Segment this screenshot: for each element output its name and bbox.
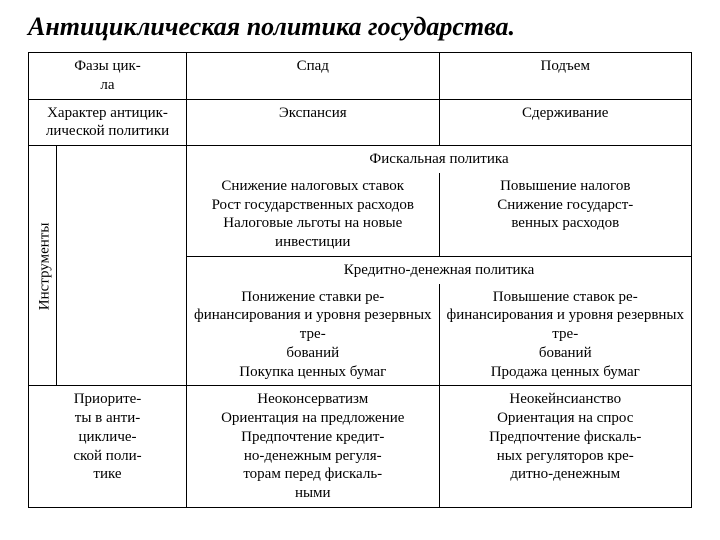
- table-row: Приорите-ты в анти-цикличе-ской поли-тик…: [29, 386, 692, 508]
- monetary-expansion: Повышение ставок ре-финансирования и уро…: [439, 284, 692, 386]
- fiscal-recession: Снижение налоговых ставокРост государств…: [187, 173, 439, 257]
- instruments-left-spacer: [57, 146, 187, 386]
- page-root: Антициклическая политика государства. Фа…: [0, 0, 720, 540]
- character-label: Характер антицик-лической политики: [29, 99, 187, 146]
- instruments-rot-label: Инструменты: [29, 146, 57, 386]
- col-recession-header: Спад: [187, 53, 439, 100]
- fiscal-header: Фискальная политика: [187, 146, 692, 173]
- monetary-recession: Понижение ставки ре-финансирования и уро…: [187, 284, 439, 386]
- character-expansion: Сдерживание: [439, 99, 692, 146]
- page-title: Антициклическая политика государства.: [28, 12, 692, 42]
- fiscal-expansion: Повышение налоговСнижение государст-венн…: [439, 173, 692, 257]
- phase-header-cell: Фазы цик-ла: [29, 53, 187, 100]
- table-row: Фазы цик-ла Спад Подъем: [29, 53, 692, 100]
- priorities-expansion: НеокейнсианствоОриентация на спросПредпо…: [439, 386, 692, 508]
- table-row: Характер антицик-лической политики Экспа…: [29, 99, 692, 146]
- character-recession: Экспансия: [187, 99, 439, 146]
- monetary-header: Кредитно-денежная политика: [187, 256, 692, 283]
- policy-table: Фазы цик-ла Спад Подъем Характер антицик…: [28, 52, 692, 508]
- priorities-recession: НеоконсерватизмОриентация на предложение…: [187, 386, 439, 508]
- table-row: Инструменты Фискальная политика: [29, 146, 692, 173]
- priorities-label: Приорите-ты в анти-цикличе-ской поли-тик…: [29, 386, 187, 508]
- col-expansion-header: Подъем: [439, 53, 692, 100]
